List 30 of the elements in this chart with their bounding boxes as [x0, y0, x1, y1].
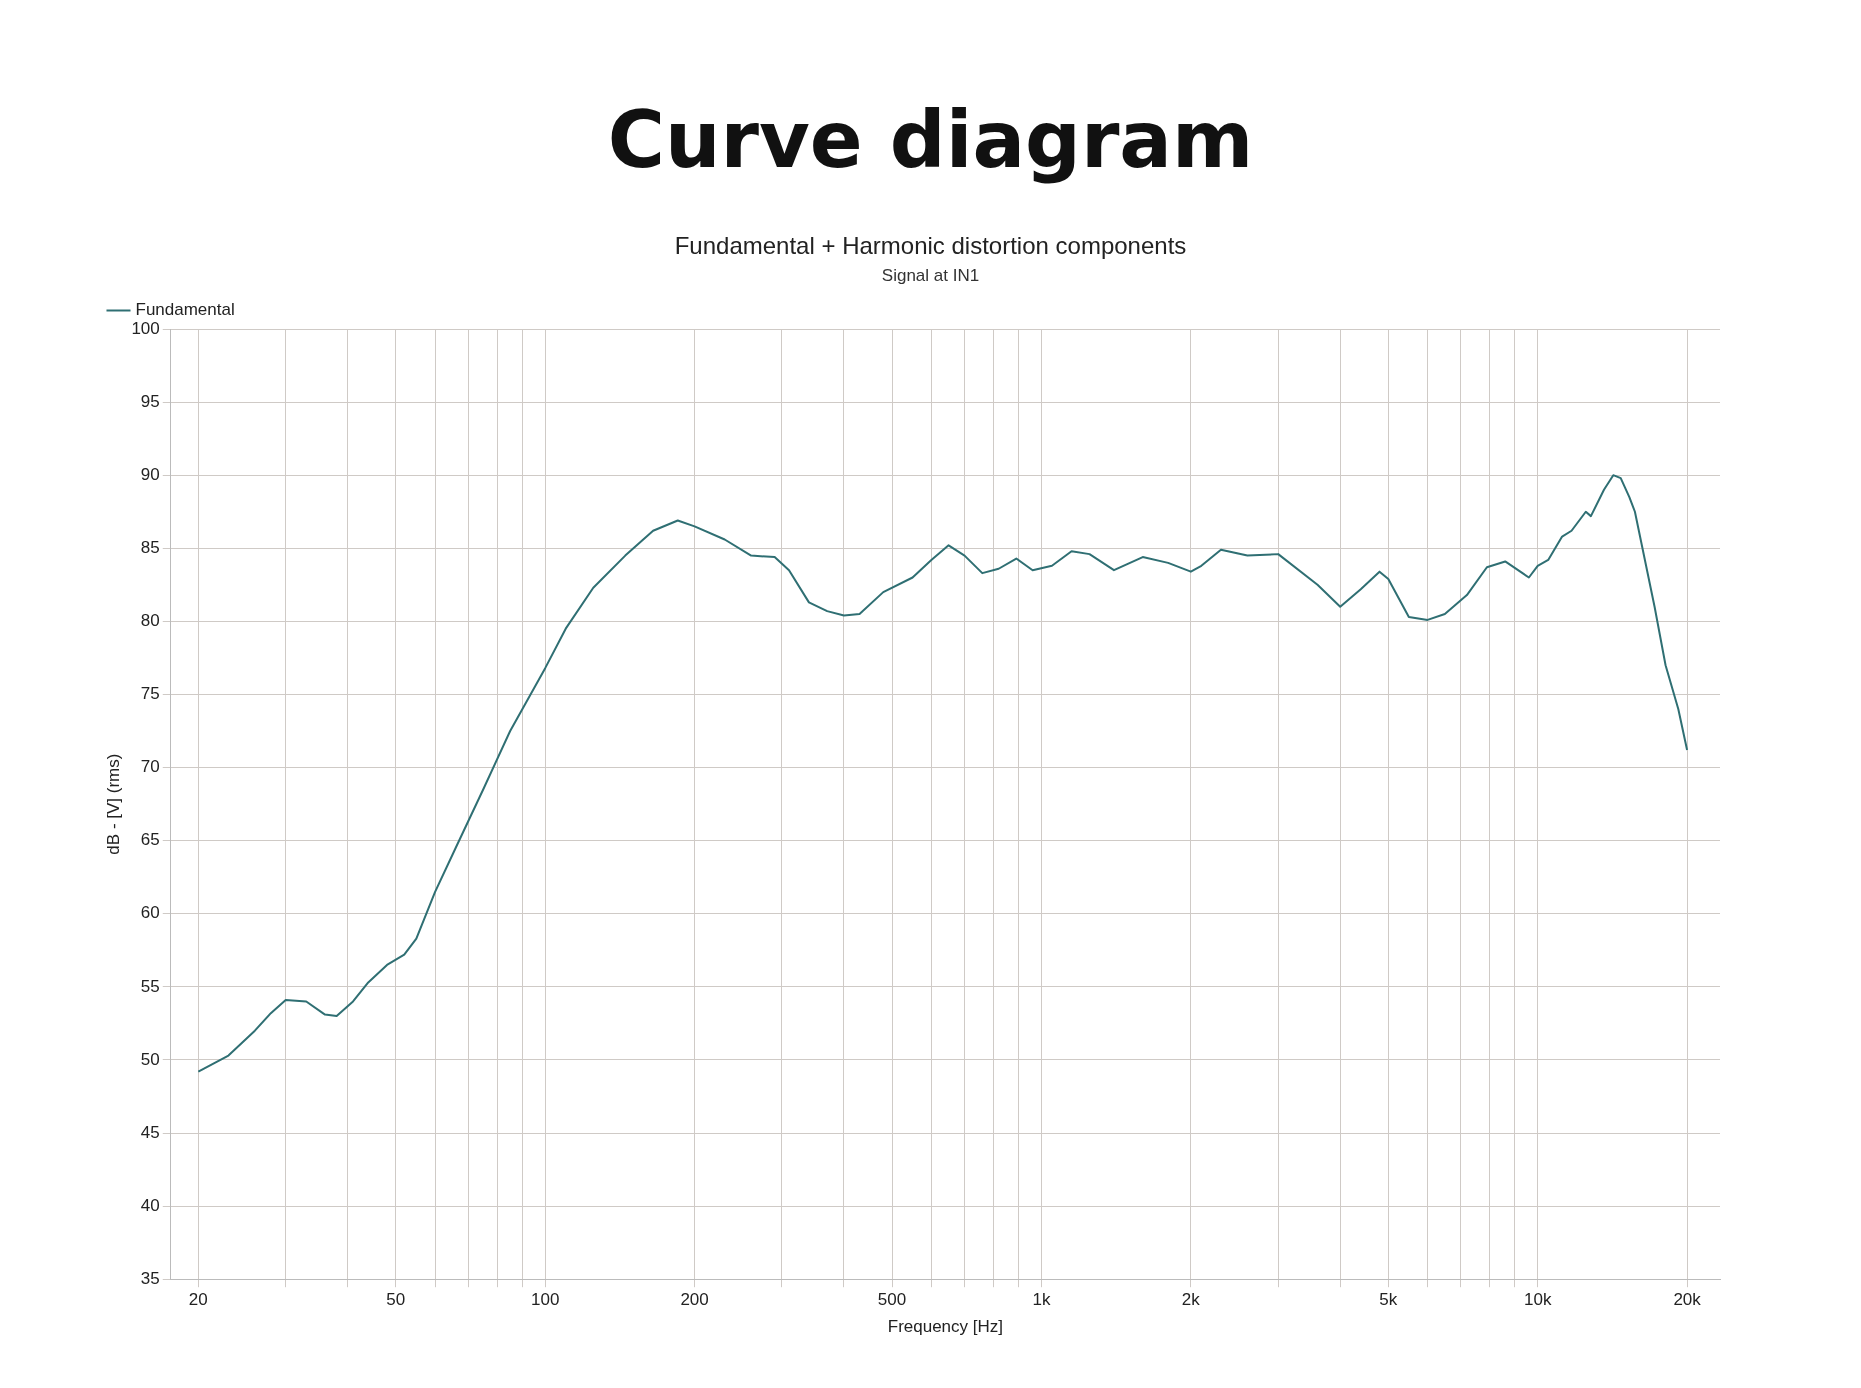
y-tick-label: 65	[140, 830, 160, 850]
x-tick-label: 500	[877, 1290, 907, 1310]
chart-title: Curve diagram	[606, 95, 1255, 185]
y-tick-label: 45	[140, 1122, 160, 1142]
y-tick-label: 95	[140, 391, 160, 411]
x-tick-label: 50	[386, 1290, 406, 1310]
y-axis-title: dB - [V] (rms)	[103, 753, 123, 855]
y-tick-label: 70	[140, 757, 160, 777]
y-tick-label: 50	[140, 1049, 160, 1069]
x-tick-label: 1k	[1032, 1290, 1051, 1310]
x-tick-label: 100	[531, 1290, 560, 1310]
x-tick-label: 2k	[1181, 1290, 1201, 1310]
x-axis-title: Frequency [Hz]	[887, 1317, 1004, 1337]
y-tick-label: 75	[140, 684, 160, 704]
y-tick-label: 40	[140, 1195, 160, 1215]
y-tick-label: 85	[140, 537, 160, 557]
chart-subtitle: Fundamental + Harmonic distortion components	[673, 232, 1188, 260]
y-tick-label: 35	[140, 1268, 160, 1288]
y-tick-label: 80	[140, 611, 160, 631]
y-tick-label: 55	[140, 976, 160, 996]
y-tick-label: 100	[131, 318, 160, 338]
text: Signal at IN1	[880, 266, 981, 286]
y-tick-label: 90	[140, 464, 160, 484]
x-tick-label: 200	[680, 1290, 709, 1310]
x-tick-label: 10k	[1523, 1290, 1552, 1310]
x-tick-label: 5k	[1379, 1290, 1398, 1310]
x-tick-label: 20	[188, 1290, 208, 1310]
y-tick-label: 60	[140, 903, 160, 923]
legend-label: Fundamental	[135, 300, 235, 320]
x-tick-label: 20k	[1673, 1290, 1702, 1310]
